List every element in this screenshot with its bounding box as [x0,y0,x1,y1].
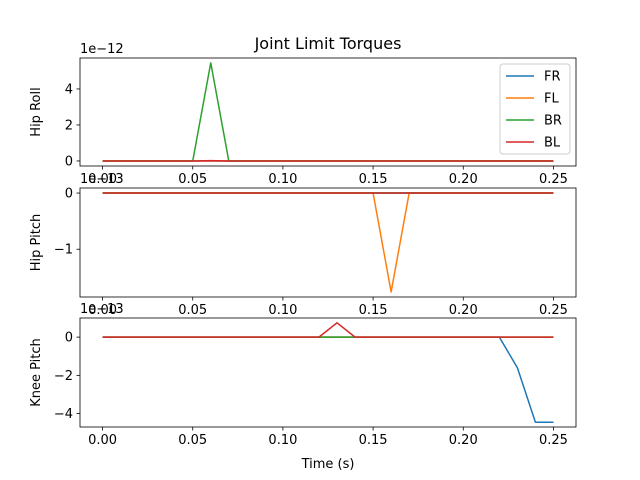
x-tick-label: 0.15 [359,303,388,318]
legend: FR FL BR BL [499,63,571,155]
subplot-2: 0.00 0.05 0.10 0.15 0.20 0.25 −4 −2 0 1e−13 Knee P… [29,302,577,448]
x-tick-label: 0.10 [268,303,297,318]
legend-label-fl: FL [544,92,559,107]
series-line-br [102,62,554,162]
x-tick-label: 0.25 [539,172,568,187]
x-tick-label: 0.00 [88,172,117,187]
legend-label-bl: BL [544,136,561,151]
y-offset-label: 1e−13 [80,302,124,317]
y-tick-label: −1 [54,243,73,258]
axes-frame [79,57,577,167]
y-tick-label: 0 [65,154,73,169]
y-tick-label: 0 [65,331,73,346]
x-tick-label: 0.20 [449,172,478,187]
x-tick-label: 0.05 [178,303,207,318]
axes-frame [79,187,577,298]
series-line-bl [102,322,554,338]
x-tick-label: 0.05 [178,172,207,187]
y-tick-label: 0 [65,187,73,202]
x-axis-label: Time (s) [301,457,355,472]
subplot-1: 0.00 0.05 0.10 0.15 0.20 0.25 −1 0 1e−13 Hip Pitc… [29,172,577,318]
x-tick-label: 0.25 [539,303,568,318]
y-axis-label: Hip Roll [29,87,44,136]
x-tick-label: 0.05 [178,433,207,448]
y-offset-label: 1e−12 [80,42,124,57]
legend-label-fr: FR [544,70,561,85]
x-tick-label: 0.00 [88,433,117,448]
x-tick-label: 0.00 [88,303,117,318]
y-tick-label: −4 [54,407,73,422]
series-line-fl [102,192,554,293]
y-tick-label: −2 [54,369,73,384]
x-tick-label: 0.10 [268,433,297,448]
legend-box [499,63,571,155]
x-tick-label: 0.15 [359,433,388,448]
y-tick-label: 4 [65,82,73,97]
axes-frame [79,317,577,428]
x-tick-label: 0.15 [359,172,388,187]
x-tick-label: 0.25 [539,433,568,448]
legend-label-br: BR [544,114,562,129]
x-tick-label: 0.10 [268,172,297,187]
chart-title: Joint Limit Torques [254,34,402,53]
y-offset-label: 1e−13 [80,172,124,187]
y-tick-label: 2 [65,118,73,133]
y-axis-label: Hip Pitch [29,214,44,271]
series-line-fr [102,336,554,423]
x-tick-label: 0.20 [449,303,478,318]
subplot-0: 0.00 0.05 0.10 0.15 0.20 0.25 0 2 4 1e−12 Hip Roll… [29,42,577,187]
subplots: 0.00 0.05 0.10 0.15 0.20 0.25 0 2 4 1e−12 Hip Roll… [29,42,577,448]
x-tick-label: 0.20 [449,433,478,448]
y-axis-label: Knee Pitch [29,338,44,407]
